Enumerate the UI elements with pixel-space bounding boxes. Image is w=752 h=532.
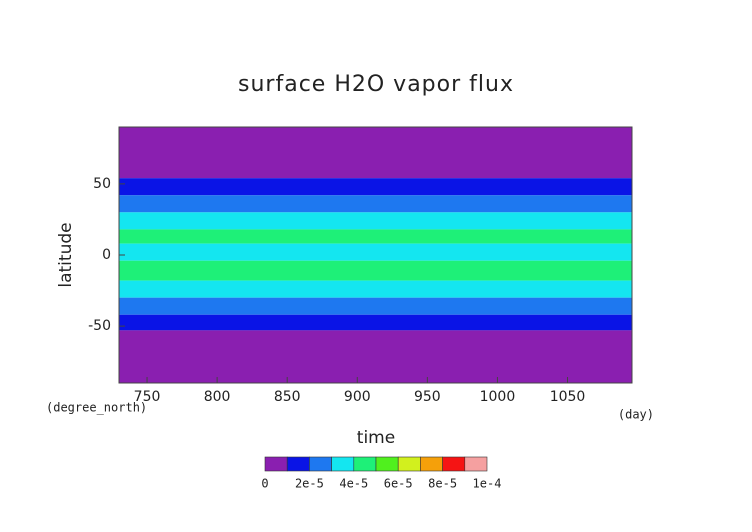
x-tick-label: 950 <box>414 389 441 405</box>
x-tick-label: 800 <box>204 389 231 405</box>
contour-band <box>119 127 632 179</box>
x-tick-label: 1000 <box>480 389 516 405</box>
colorbar <box>264 456 488 472</box>
colorbar-swatch <box>286 456 310 472</box>
contour-band <box>119 195 632 213</box>
contour-band <box>119 330 632 383</box>
contour-band <box>119 229 632 244</box>
x-tick-label: 850 <box>274 389 301 405</box>
plot-area <box>118 126 633 384</box>
colorbar-tick-label: 2e-5 <box>295 477 324 491</box>
colorbar-tick-label: 6e-5 <box>384 477 413 491</box>
colorbar-swatch <box>353 456 377 472</box>
colorbar-tick-label: 0 <box>261 477 268 491</box>
contour-band <box>119 314 632 331</box>
colorbar-tick-label: 8e-5 <box>428 477 457 491</box>
contour-band <box>119 212 632 230</box>
y-tick-label: 0 <box>102 247 111 263</box>
contour-band <box>119 260 632 281</box>
y-tick-label: 50 <box>93 176 111 192</box>
colorbar-swatch <box>309 456 332 472</box>
x-tick-label: 750 <box>134 389 161 405</box>
colorbar-swatch <box>264 456 288 472</box>
colorbar-swatch <box>331 456 355 472</box>
colorbar-swatch <box>397 456 421 472</box>
contour-band <box>119 280 632 298</box>
y-unit: (degree_north) <box>46 401 147 415</box>
colorbar-tick-label: 1e-4 <box>473 477 502 491</box>
contour-band <box>119 297 632 315</box>
colorbar-tick-label: 4e-5 <box>339 477 368 491</box>
colorbar-swatch <box>375 456 399 472</box>
x-tick-label: 1050 <box>550 389 586 405</box>
y-axis-label: latitude <box>56 222 76 287</box>
colorbar-swatch <box>442 456 466 472</box>
colorbar-swatch <box>420 456 443 472</box>
x-axis-label: time <box>357 428 395 448</box>
y-tick-label: -50 <box>88 318 111 334</box>
x-unit: (day) <box>618 408 654 422</box>
contour-band <box>119 243 632 261</box>
chart-title: surface H2O vapor flux <box>238 72 514 97</box>
x-tick-label: 900 <box>344 389 371 405</box>
contour-band <box>119 178 632 196</box>
colorbar-swatch <box>464 456 488 472</box>
